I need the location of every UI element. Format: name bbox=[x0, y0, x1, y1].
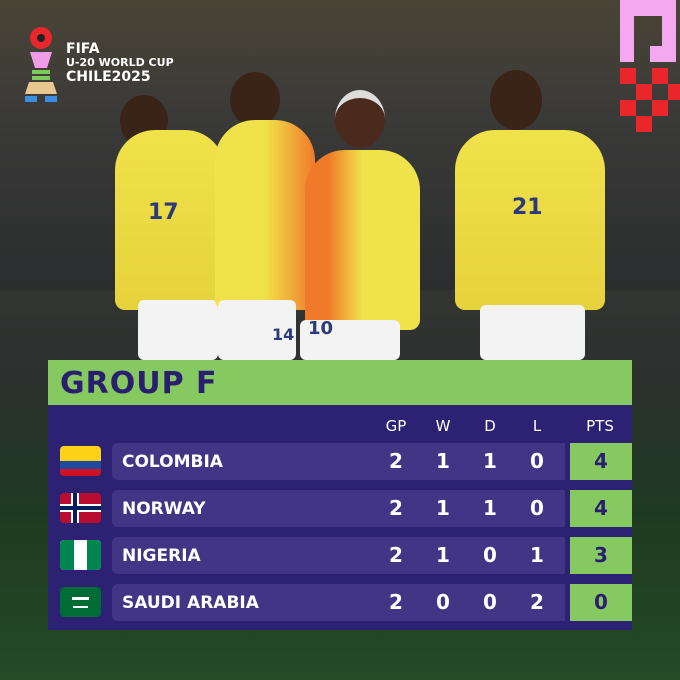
player bbox=[115, 130, 225, 310]
jersey-number: 14 bbox=[272, 325, 295, 344]
tournament-logo: FIFA U-20 WORLD CUP CHILE2025 bbox=[24, 26, 174, 104]
norway-flag-icon bbox=[60, 493, 101, 523]
player bbox=[215, 120, 315, 310]
trophy-icon bbox=[25, 27, 57, 102]
jersey-number: 10 bbox=[308, 318, 334, 339]
player-shorts bbox=[300, 320, 400, 360]
team-photo: 17 14 10 21 bbox=[0, 0, 680, 360]
stat-d: 1 bbox=[483, 449, 497, 473]
jersey-number: 21 bbox=[512, 195, 543, 220]
nigeria-flag-icon bbox=[60, 540, 101, 570]
column-header-gp: GP bbox=[385, 417, 407, 435]
player-shorts bbox=[218, 300, 296, 360]
stat-l: 1 bbox=[530, 543, 544, 567]
jersey-number: 17 bbox=[148, 200, 179, 225]
stat-d: 0 bbox=[483, 590, 497, 614]
stat-d: 1 bbox=[483, 496, 497, 520]
table-row: COLOMBIA 2 1 1 0 4 bbox=[48, 443, 632, 480]
group-title: GROUP F bbox=[48, 360, 632, 405]
player-shorts bbox=[138, 300, 218, 360]
column-header-d: D bbox=[484, 417, 496, 435]
player-head bbox=[335, 90, 385, 148]
stat-gp: 2 bbox=[389, 543, 403, 567]
group-standings-table: GROUP F GP W D L PTS COLOMBIA 2 1 1 0 4 … bbox=[48, 360, 632, 630]
stat-l: 2 bbox=[530, 590, 544, 614]
colombia-flag-icon bbox=[60, 446, 101, 476]
table-row: NORWAY 2 1 1 0 4 bbox=[48, 490, 632, 527]
saudi-arabia-flag-icon bbox=[60, 587, 101, 617]
column-header-w: W bbox=[435, 417, 451, 435]
table-row: NIGERIA 2 1 0 1 3 bbox=[48, 537, 632, 574]
stat-w: 1 bbox=[436, 543, 450, 567]
player bbox=[455, 130, 605, 310]
logo-host: CHILE2025 bbox=[66, 69, 151, 85]
team-name: COLOMBIA bbox=[122, 452, 223, 472]
player-shorts bbox=[480, 305, 585, 360]
player-head bbox=[490, 70, 542, 130]
stat-w: 0 bbox=[436, 590, 450, 614]
brand-mark-icon bbox=[620, 0, 680, 132]
stat-w: 1 bbox=[436, 496, 450, 520]
logo-event: U-20 WORLD CUP bbox=[66, 56, 174, 69]
stat-l: 0 bbox=[530, 449, 544, 473]
column-header-l: L bbox=[532, 417, 542, 435]
team-name: NORWAY bbox=[122, 499, 206, 519]
stat-d: 0 bbox=[483, 543, 497, 567]
player bbox=[305, 150, 420, 330]
stat-pts: 3 bbox=[570, 537, 632, 574]
stat-pts: 0 bbox=[570, 584, 632, 621]
stat-gp: 2 bbox=[389, 590, 403, 614]
player-head bbox=[230, 72, 280, 127]
stat-l: 0 bbox=[530, 496, 544, 520]
stat-gp: 2 bbox=[389, 449, 403, 473]
table-row: SAUDI ARABIA 2 0 0 2 0 bbox=[48, 584, 632, 621]
team-name: NIGERIA bbox=[122, 546, 201, 566]
column-header-pts: PTS bbox=[586, 417, 614, 435]
stat-pts: 4 bbox=[570, 443, 632, 480]
stat-w: 1 bbox=[436, 449, 450, 473]
logo-fifa: FIFA bbox=[66, 41, 100, 57]
stat-gp: 2 bbox=[389, 496, 403, 520]
stat-pts: 4 bbox=[570, 490, 632, 527]
team-name: SAUDI ARABIA bbox=[122, 593, 259, 613]
